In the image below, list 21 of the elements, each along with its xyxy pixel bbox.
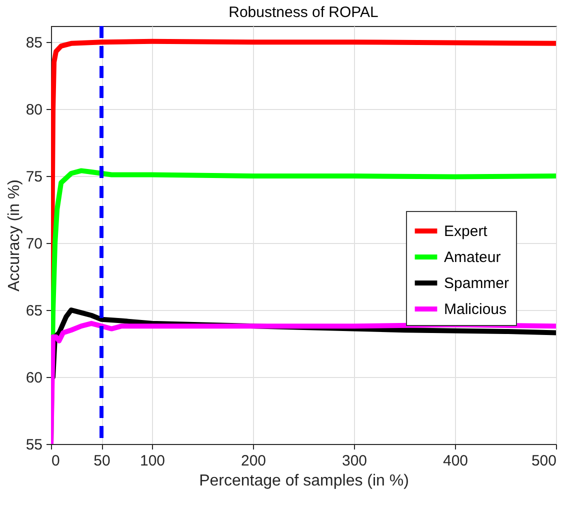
x-tick-label: 50 <box>94 452 110 470</box>
x-axis-title: Percentage of samples (in %) <box>199 472 409 490</box>
x-tick-label: 400 <box>442 452 468 470</box>
y-tick-label: 85 <box>26 34 42 52</box>
y-tick-label: 80 <box>26 102 42 119</box>
y-axis-title: Accuracy (in %) <box>6 179 23 292</box>
y-tick-label: 75 <box>26 168 42 186</box>
x-tick-label: 500 <box>531 452 556 470</box>
legend-label: Amateur <box>444 249 501 266</box>
y-tick-label: 70 <box>26 236 42 253</box>
x-tick-label: 0 <box>52 452 60 470</box>
legend-label: Expert <box>444 223 488 240</box>
x-tick-label: 100 <box>140 452 166 470</box>
x-tick-label: 300 <box>342 452 368 470</box>
chart-title: Robustness of ROPAL <box>228 4 378 21</box>
y-tick-label: 55 <box>26 436 42 454</box>
y-tick-label: 65 <box>26 302 42 320</box>
legend-label: Spammer <box>444 275 510 292</box>
y-tick-label: 60 <box>26 370 42 387</box>
x-tick-label: 200 <box>240 452 266 470</box>
legend-label: Malicious <box>444 301 507 318</box>
